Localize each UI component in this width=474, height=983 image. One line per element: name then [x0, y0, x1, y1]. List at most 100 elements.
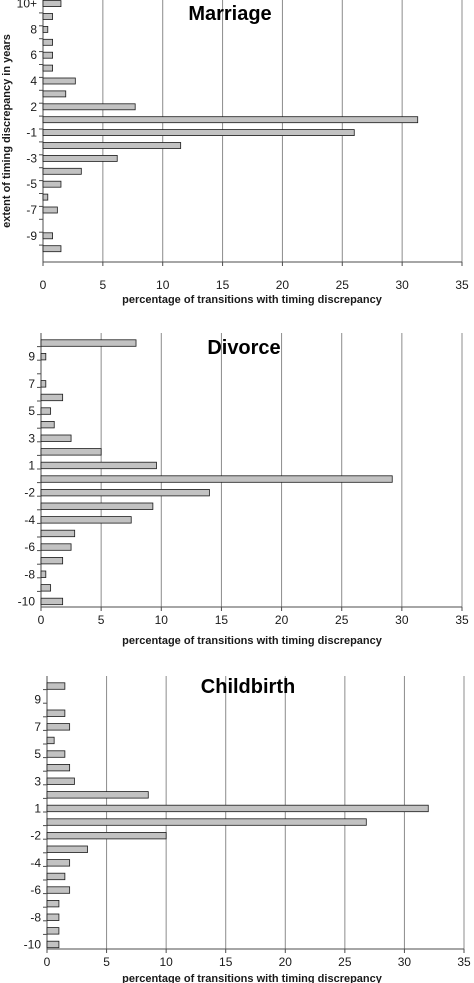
bar	[40, 584, 52, 592]
y-tick-label: -10	[24, 937, 42, 951]
bar	[42, 154, 118, 162]
bar	[46, 764, 71, 772]
y-tick-label: 9	[34, 693, 41, 707]
x-tick-label: 0	[44, 955, 51, 969]
bar	[42, 77, 76, 85]
bar	[40, 420, 55, 429]
y-tick-label: 9	[28, 350, 35, 364]
x-tick-label: 25	[336, 278, 350, 292]
y-tick-label: 3	[28, 431, 35, 445]
bar	[42, 116, 419, 124]
x-tick-label: 20	[276, 278, 290, 292]
bar	[42, 0, 62, 8]
bar	[42, 142, 182, 149]
x-axis-label: percentage of transitions with timing di…	[122, 973, 383, 983]
x-tick-label: 0	[40, 278, 47, 292]
chart-title: Marriage	[188, 3, 271, 25]
y-tick-label: -10	[18, 594, 36, 608]
y-tick-label: -1	[26, 126, 37, 140]
bar	[42, 13, 53, 20]
bar	[40, 393, 64, 402]
y-tick-label: -6	[24, 540, 35, 554]
y-tick-label: -5	[26, 177, 37, 191]
x-tick-label: 15	[216, 278, 230, 292]
x-tick-label: 10	[156, 278, 170, 292]
bar	[42, 38, 53, 46]
bar	[46, 736, 55, 745]
bar	[42, 103, 136, 111]
chart-title: Childbirth	[201, 676, 295, 698]
x-tick-label: 20	[275, 613, 289, 627]
bar	[46, 723, 71, 731]
y-tick-label: 2	[30, 100, 37, 114]
bar	[42, 167, 82, 175]
bar	[46, 872, 66, 881]
bar	[46, 777, 75, 785]
bar	[40, 380, 47, 388]
y-tick-label: -7	[26, 203, 37, 217]
bar	[46, 832, 167, 840]
bar	[42, 129, 355, 137]
y-axis-label: extent of timing discrepancy in years	[1, 34, 13, 228]
y-tick-label: 3	[34, 774, 41, 788]
bar	[42, 180, 62, 188]
y-tick-label: 7	[28, 377, 35, 391]
x-tick-label: 10	[159, 955, 173, 969]
bar	[46, 682, 66, 690]
x-tick-label: 15	[215, 613, 229, 627]
x-tick-label: 25	[335, 613, 349, 627]
bar	[40, 488, 210, 497]
x-tick-label: 35	[455, 613, 469, 627]
bar	[40, 543, 72, 551]
bar	[46, 913, 60, 921]
bar	[40, 434, 72, 442]
y-tick-label: -2	[24, 486, 35, 500]
bar	[42, 206, 58, 214]
x-tick-label: 30	[395, 278, 409, 292]
x-axis-label: percentage of transitions with timing di…	[122, 635, 383, 647]
bar	[46, 818, 367, 826]
y-tick-label: -8	[30, 910, 41, 924]
y-tick-label: -6	[30, 883, 41, 897]
x-tick-label: 5	[103, 955, 110, 969]
x-tick-label: 0	[38, 613, 45, 627]
x-tick-label: 30	[395, 613, 409, 627]
y-tick-label: 5	[28, 404, 35, 418]
y-tick-label: -8	[24, 567, 35, 581]
bar	[46, 750, 66, 758]
x-tick-label: 30	[398, 955, 412, 969]
x-tick-label: 10	[155, 613, 169, 627]
bar	[40, 448, 102, 456]
bar	[42, 193, 49, 201]
bar	[46, 845, 88, 853]
bar	[46, 791, 149, 799]
bar	[42, 64, 53, 72]
bar	[40, 461, 157, 470]
bar	[40, 597, 64, 606]
bar	[46, 940, 60, 949]
y-tick-label: 6	[30, 48, 37, 62]
y-tick-label: -4	[30, 856, 41, 870]
bar	[40, 502, 154, 510]
y-tick-label: -9	[26, 229, 37, 243]
x-axis-label: percentage of transitions with timing di…	[122, 294, 383, 306]
y-tick-label: 1	[34, 801, 41, 815]
bar	[40, 516, 132, 524]
bar	[40, 339, 137, 347]
y-tick-label: 7	[34, 720, 41, 734]
x-tick-label: 35	[455, 278, 469, 292]
y-tick-label: -3	[26, 151, 37, 165]
bar	[46, 859, 71, 867]
y-tick-label: -4	[24, 513, 35, 527]
x-tick-label: 35	[457, 955, 471, 969]
y-tick-label: 4	[30, 74, 37, 88]
x-tick-label: 20	[279, 955, 293, 969]
bar	[42, 90, 67, 98]
bar	[40, 352, 47, 361]
bar	[46, 900, 60, 908]
bar	[46, 927, 60, 935]
chart-title: Divorce	[207, 337, 280, 359]
y-tick-label: 5	[34, 747, 41, 761]
bar	[42, 51, 53, 59]
